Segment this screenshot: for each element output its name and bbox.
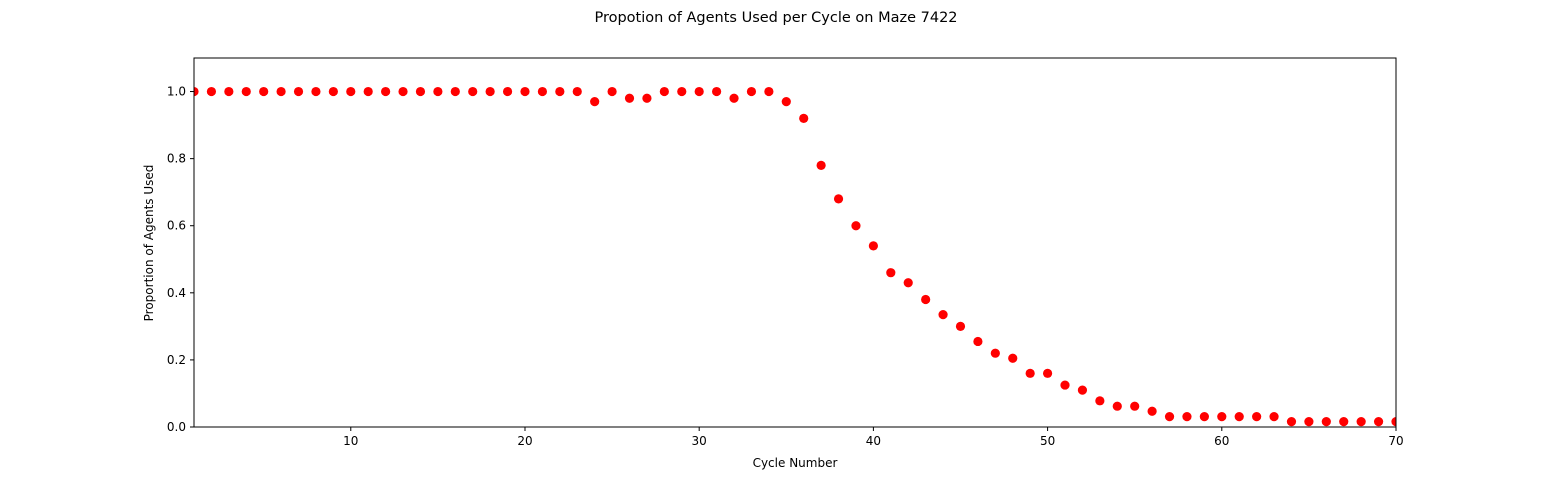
- data-point: [1147, 406, 1157, 416]
- x-tick-label: 40: [866, 434, 881, 448]
- data-point: [415, 86, 426, 97]
- data-point: [781, 97, 791, 107]
- data-point: [1060, 380, 1070, 390]
- y-tick-label: 0.4: [167, 286, 186, 300]
- data-point: [1025, 368, 1035, 378]
- data-point: [346, 86, 356, 97]
- data-point: [1217, 412, 1227, 422]
- data-point: [659, 86, 669, 97]
- x-tick-label: 60: [1214, 434, 1229, 448]
- data-point: [624, 93, 635, 103]
- data-point: [572, 86, 582, 97]
- data-point: [328, 86, 338, 97]
- data-point: [1234, 412, 1244, 422]
- x-tick-label: 20: [517, 434, 532, 448]
- x-axis-label: Cycle Number: [753, 456, 838, 470]
- data-point: [224, 86, 234, 97]
- data-point: [241, 86, 251, 97]
- data-point: [1252, 412, 1262, 422]
- data-point: [694, 86, 704, 97]
- data-point: [764, 86, 774, 97]
- data-point: [485, 86, 495, 97]
- data-point: [468, 86, 478, 97]
- chart-title: Propotion of Agents Used per Cycle on Ma…: [594, 10, 957, 26]
- data-point: [1269, 412, 1279, 422]
- data-point: [363, 86, 373, 97]
- data-point: [311, 86, 321, 97]
- data-point: [851, 221, 861, 231]
- data-point: [1339, 417, 1349, 427]
- x-tick-label: 10: [343, 434, 358, 448]
- x-tick-label: 70: [1388, 434, 1403, 448]
- y-axis-label: Proportion of Agents Used: [142, 165, 156, 322]
- x-tick-label: 30: [692, 434, 707, 448]
- data-point: [1042, 368, 1053, 378]
- data-point: [1304, 417, 1314, 427]
- data-point: [868, 241, 878, 251]
- data-points: [194, 86, 1396, 427]
- y-tick-label: 0.2: [167, 353, 186, 367]
- data-point: [746, 86, 757, 97]
- data-point: [642, 93, 652, 103]
- plot-area: 10 20 30 40 50 60 70 0.0 0.2 0.4 0.6 0.8 1.0: [167, 57, 1404, 448]
- data-point: [1356, 417, 1366, 427]
- data-point: [450, 86, 460, 97]
- data-point: [381, 86, 391, 97]
- data-point: [677, 86, 687, 97]
- data-point: [1182, 412, 1192, 422]
- data-point: [886, 268, 896, 278]
- data-point: [590, 97, 600, 107]
- data-point: [555, 86, 565, 97]
- data-point: [1391, 417, 1396, 427]
- data-point: [206, 86, 217, 97]
- data-point: [1373, 417, 1384, 427]
- data-point: [973, 336, 983, 347]
- data-point: [729, 93, 739, 103]
- data-point: [1286, 417, 1297, 427]
- data-point: [990, 348, 1000, 358]
- data-point: [607, 86, 617, 97]
- y-tick-label: 0.6: [167, 219, 186, 233]
- data-point: [1095, 396, 1105, 406]
- y-tick-label: 0.8: [167, 152, 186, 166]
- data-point: [1199, 412, 1209, 422]
- data-point: [921, 294, 931, 305]
- data-point: [502, 86, 513, 97]
- data-point: [903, 278, 913, 288]
- axes-frame: [193, 57, 1397, 428]
- data-point: [799, 113, 809, 123]
- data-point: [816, 160, 826, 170]
- data-point: [833, 194, 844, 204]
- data-point: [398, 86, 408, 97]
- data-point: [1008, 353, 1018, 363]
- data-point: [1112, 401, 1122, 411]
- data-point: [293, 86, 304, 97]
- data-point: [1130, 401, 1140, 411]
- data-point: [938, 310, 948, 320]
- data-point: [259, 86, 269, 97]
- data-point: [1077, 385, 1088, 395]
- data-point: [276, 86, 286, 97]
- data-point: [194, 86, 199, 97]
- data-point: [1321, 417, 1331, 427]
- y-tick-label: 0.0: [167, 420, 186, 434]
- data-point: [433, 86, 443, 97]
- x-tick-label: 50: [1040, 434, 1055, 448]
- data-point: [537, 86, 548, 97]
- data-point: [712, 86, 722, 97]
- y-tick-label: 1.0: [167, 85, 186, 99]
- data-point: [1164, 412, 1175, 422]
- data-point: [520, 86, 530, 97]
- data-point: [955, 321, 966, 331]
